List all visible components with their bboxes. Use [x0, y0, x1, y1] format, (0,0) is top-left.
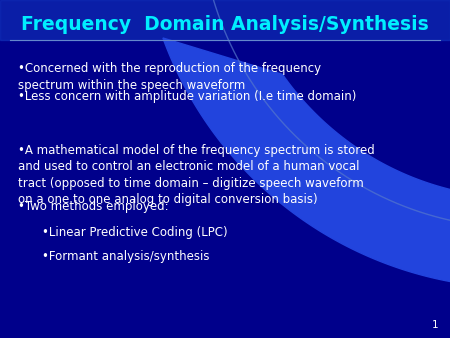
- Text: Frequency  Domain Analysis/Synthesis: Frequency Domain Analysis/Synthesis: [21, 15, 429, 33]
- Text: •Formant analysis/synthesis: •Formant analysis/synthesis: [42, 250, 210, 263]
- Text: •Linear Predictive Coding (LPC): •Linear Predictive Coding (LPC): [42, 226, 228, 239]
- Text: •Less concern with amplitude variation (I.e time domain): •Less concern with amplitude variation (…: [18, 90, 356, 103]
- Bar: [0, 0, 450, 40]
- Polygon shape: [163, 38, 450, 288]
- Text: •A mathematical model of the frequency spectrum is stored
and used to control an: •A mathematical model of the frequency s…: [18, 144, 375, 207]
- Text: 1: 1: [432, 320, 438, 330]
- Text: •Concerned with the reproduction of the frequency
spectrum within the speech wav: •Concerned with the reproduction of the …: [18, 62, 321, 92]
- Text: •Two methods employed:: •Two methods employed:: [18, 200, 169, 213]
